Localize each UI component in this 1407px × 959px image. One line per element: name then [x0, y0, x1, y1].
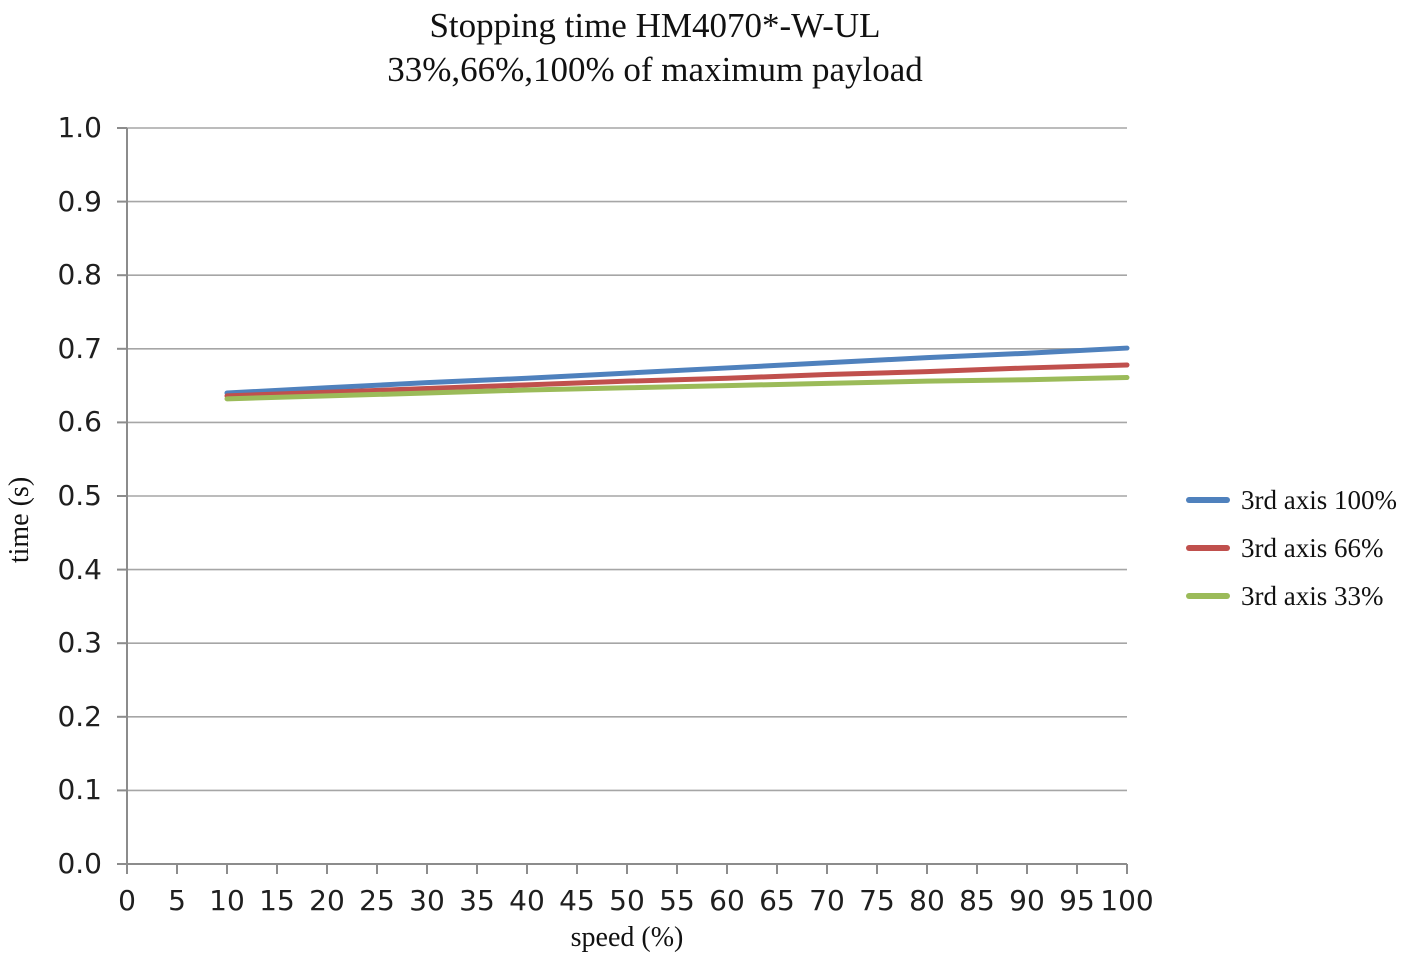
chart-subtitle: 33%,66%,100% of maximum payload [387, 50, 923, 89]
x-tick-label: 55 [659, 884, 695, 917]
legend-label: 3rd axis 33% [1241, 580, 1384, 611]
y-tick-label: 0.0 [57, 847, 102, 880]
y-tick-label: 0.9 [57, 184, 102, 218]
legend-line-swatch [1186, 593, 1230, 599]
legend-label: 3rd axis 100% [1241, 484, 1397, 515]
legend: 3rd axis 100% 3rd axis 66% 3rd axis 33% [1186, 476, 1397, 620]
x-tick-label: 80 [909, 884, 945, 917]
legend-line-swatch [1186, 497, 1230, 503]
chart-title: Stopping time HM4070*-W-UL [429, 6, 881, 45]
x-tick-label: 20 [309, 884, 345, 917]
x-tick-label: 60 [709, 884, 745, 917]
y-tick-label: 0.1 [57, 773, 102, 807]
series-lines [224, 345, 1130, 402]
legend-item: 3rd axis 66% [1186, 524, 1397, 572]
x-tick-label: 70 [809, 884, 845, 917]
x-axis-label: speed (%) [570, 922, 684, 953]
legend-item: 3rd axis 100% [1186, 476, 1397, 524]
y-tick-label: 0.2 [57, 699, 102, 733]
legend-line-swatch [1186, 545, 1230, 551]
series-line-3rd-axis-66- [224, 362, 1130, 399]
x-tick-label: 30 [409, 884, 445, 917]
y-tick-label: 0.5 [57, 479, 102, 512]
x-tick-label: 45 [559, 884, 595, 917]
x-tick-label: 100 [1100, 884, 1154, 917]
x-tick-label: 85 [959, 884, 995, 917]
x-tick-label: 65 [759, 884, 795, 917]
x-tick-label: 35 [459, 884, 495, 917]
legend-label: 3rd axis 66% [1241, 532, 1384, 563]
legend-item: 3rd axis 33% [1186, 572, 1397, 620]
x-tick-label: 0 [118, 884, 136, 917]
y-tick-label: 0.6 [57, 405, 102, 439]
y-tick-label: 1.0 [57, 111, 102, 144]
y-tick-label: 0.7 [57, 331, 102, 365]
x-tick-label: 5 [168, 884, 186, 917]
x-tick-label: 50 [609, 884, 645, 917]
y-tick-label: 0.8 [57, 258, 102, 292]
x-tick-label: 40 [509, 884, 545, 917]
x-tick-label: 15 [259, 884, 295, 917]
x-tick-label: 25 [359, 884, 395, 917]
x-tick-label: 75 [859, 884, 895, 917]
x-tick-label: 10 [209, 884, 245, 917]
series-line-3rd-axis-100- [224, 345, 1130, 396]
series-line-3rd-axis-33- [224, 375, 1130, 402]
y-axis-label: time (s) [4, 476, 35, 564]
y-tick-label: 0.4 [57, 552, 102, 586]
x-tick-label: 90 [1009, 884, 1045, 917]
tick-marks [117, 127, 1128, 874]
x-tick-label: 95 [1059, 884, 1095, 917]
gridlines [127, 127, 1127, 792]
y-tick-label: 0.3 [57, 626, 102, 660]
